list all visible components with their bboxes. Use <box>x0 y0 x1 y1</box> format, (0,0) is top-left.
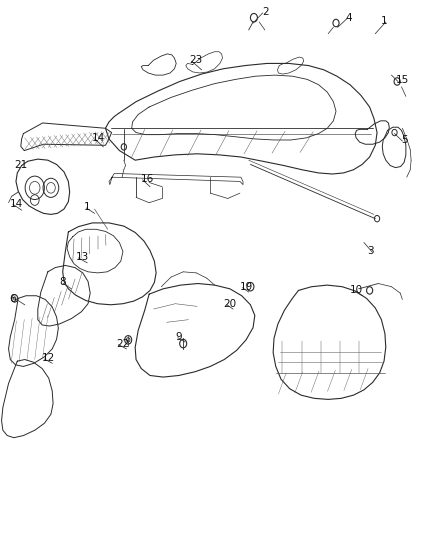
Text: 22: 22 <box>117 338 130 349</box>
Text: 20: 20 <box>223 298 237 309</box>
Text: 23: 23 <box>189 55 202 65</box>
Text: 8: 8 <box>60 278 66 287</box>
Text: 14: 14 <box>11 199 24 209</box>
Text: 12: 12 <box>42 353 56 363</box>
Text: 9: 9 <box>175 332 182 342</box>
Text: 14: 14 <box>92 133 105 143</box>
Text: 15: 15 <box>396 76 409 85</box>
Text: 4: 4 <box>346 13 352 23</box>
Text: 5: 5 <box>402 135 408 145</box>
Text: 16: 16 <box>141 174 154 184</box>
Text: 13: 13 <box>76 252 89 262</box>
Text: 3: 3 <box>367 246 374 255</box>
Text: 10: 10 <box>350 286 363 295</box>
Text: 1: 1 <box>381 16 387 26</box>
Text: 1: 1 <box>84 202 90 212</box>
Text: 19: 19 <box>240 282 253 292</box>
Text: 2: 2 <box>262 7 268 18</box>
Text: 21: 21 <box>14 160 28 171</box>
Text: 6: 6 <box>10 294 16 304</box>
